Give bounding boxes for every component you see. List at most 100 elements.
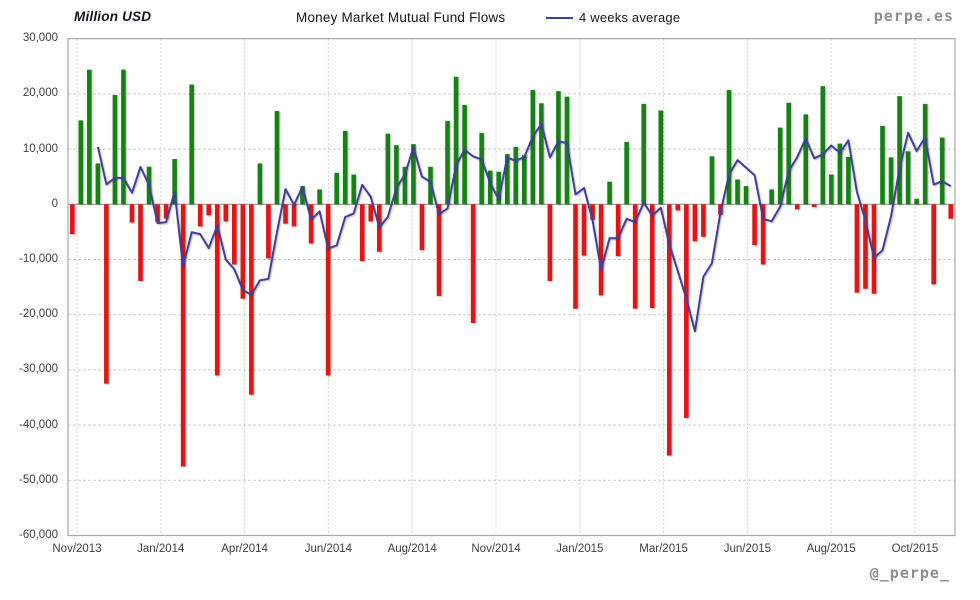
legend: 4 weeks average (546, 10, 680, 25)
flow-bar (402, 166, 408, 205)
flow-bar (104, 204, 109, 384)
flow-bar (581, 204, 587, 256)
flow-bar (325, 204, 331, 376)
flow-bar (249, 204, 254, 395)
y-axis-label: 20,000 (22, 87, 58, 100)
flow-bar (351, 174, 357, 205)
flow-bar (649, 204, 655, 309)
flow-bar (78, 120, 84, 205)
flow-bar (701, 204, 706, 237)
y-axis-units-label: Million USD (74, 9, 152, 24)
flow-bar (453, 76, 459, 205)
y-axis-label: -30,000 (18, 363, 58, 376)
y-axis-label: 30,000 (22, 32, 58, 45)
chart-title: Money Market Mutual Fund Flows (296, 10, 506, 25)
twitter-handle: @_perpe_ (869, 564, 950, 582)
flow-bar (632, 204, 638, 309)
flow-bar (197, 204, 203, 227)
flow-bar (556, 91, 561, 205)
flow-bar (95, 163, 101, 205)
flow-bar (752, 204, 757, 246)
x-axis-label: Jan/2014 (137, 543, 185, 555)
flow-bar (359, 204, 365, 262)
flow-bar (274, 111, 280, 205)
flow-bar (232, 204, 237, 265)
flow-bar (897, 96, 902, 205)
flow-bar (291, 204, 297, 227)
flow-bar (905, 151, 911, 205)
flow-bar (684, 204, 689, 418)
bars-group (69, 69, 954, 467)
flow-bar (607, 181, 612, 205)
flow-bar (317, 189, 322, 205)
flow-bar (240, 204, 246, 299)
x-axis-label: Nov/2013 (52, 543, 102, 555)
flow-bar (573, 204, 578, 309)
flow-bar (155, 204, 160, 222)
y-axis-label: 0 (51, 197, 58, 210)
flow-bar (496, 171, 502, 205)
flow-bar (547, 204, 553, 282)
flow-bar (470, 204, 476, 323)
flow-bar (121, 69, 126, 205)
y-axis-label: -60,000 (18, 529, 58, 541)
flow-bar (811, 204, 817, 208)
flow-bar (180, 204, 186, 467)
flow-bar (888, 157, 894, 205)
y-axis-label: 10,000 (22, 142, 58, 155)
legend-line-swatch-icon (546, 16, 573, 19)
flow-bar (479, 133, 484, 205)
flow-bar (846, 156, 851, 205)
flow-bar (436, 204, 442, 296)
flow-bar (394, 145, 399, 205)
flow-bar (641, 103, 646, 205)
flow-bar (692, 204, 698, 242)
x-axis-label: Jun/2015 (723, 543, 772, 555)
flow-bar (129, 204, 135, 223)
flow-bar (214, 204, 220, 376)
flow-bar (939, 137, 945, 205)
y-axis-label: -40,000 (18, 418, 58, 431)
flow-bar (863, 204, 868, 289)
flow-bar (172, 159, 177, 205)
flow-bar (666, 204, 672, 456)
flow-bar (419, 204, 425, 251)
flow-bar (726, 90, 732, 205)
flow-bar (69, 204, 75, 235)
flow-bar (504, 154, 510, 205)
x-axis-label: Jan/2015 (556, 543, 604, 555)
flow-bar (803, 114, 809, 205)
flow-bar (257, 163, 263, 205)
flow-bar (564, 96, 570, 205)
flow-bar (206, 204, 212, 216)
flow-bar (760, 204, 766, 265)
y-axis-label: -10,000 (18, 253, 58, 265)
flow-bar (820, 86, 826, 205)
flow-bar (658, 110, 664, 205)
flow-bar (112, 95, 118, 205)
flow-bar (189, 84, 194, 205)
site-watermark: perpe.es (873, 7, 954, 25)
x-axis-label: Aug/2015 (806, 543, 856, 555)
x-axis-label: Nov/2014 (471, 543, 521, 555)
flow-bar (829, 174, 834, 205)
x-axis-label: Mar/2015 (639, 543, 688, 555)
flow-bar (871, 204, 877, 294)
plot-frame (67, 38, 956, 537)
flow-bar (87, 69, 92, 205)
flow-bar (598, 204, 604, 296)
flow-bar (411, 144, 416, 205)
flow-bar (368, 204, 374, 222)
x-axis-label: Apr/2014 (221, 543, 268, 555)
flow-bar (590, 204, 595, 220)
x-axis-label: Aug/2014 (387, 543, 437, 555)
flow-bar (786, 102, 791, 205)
flow-bar (462, 104, 467, 205)
flow-bar (308, 204, 314, 244)
flow-bar (854, 204, 860, 293)
x-axis-label: Jun/2014 (304, 543, 353, 555)
flow-bar (539, 103, 544, 205)
y-axis-label: -50,000 (18, 473, 58, 486)
legend-label: 4 weeks average (579, 10, 681, 25)
